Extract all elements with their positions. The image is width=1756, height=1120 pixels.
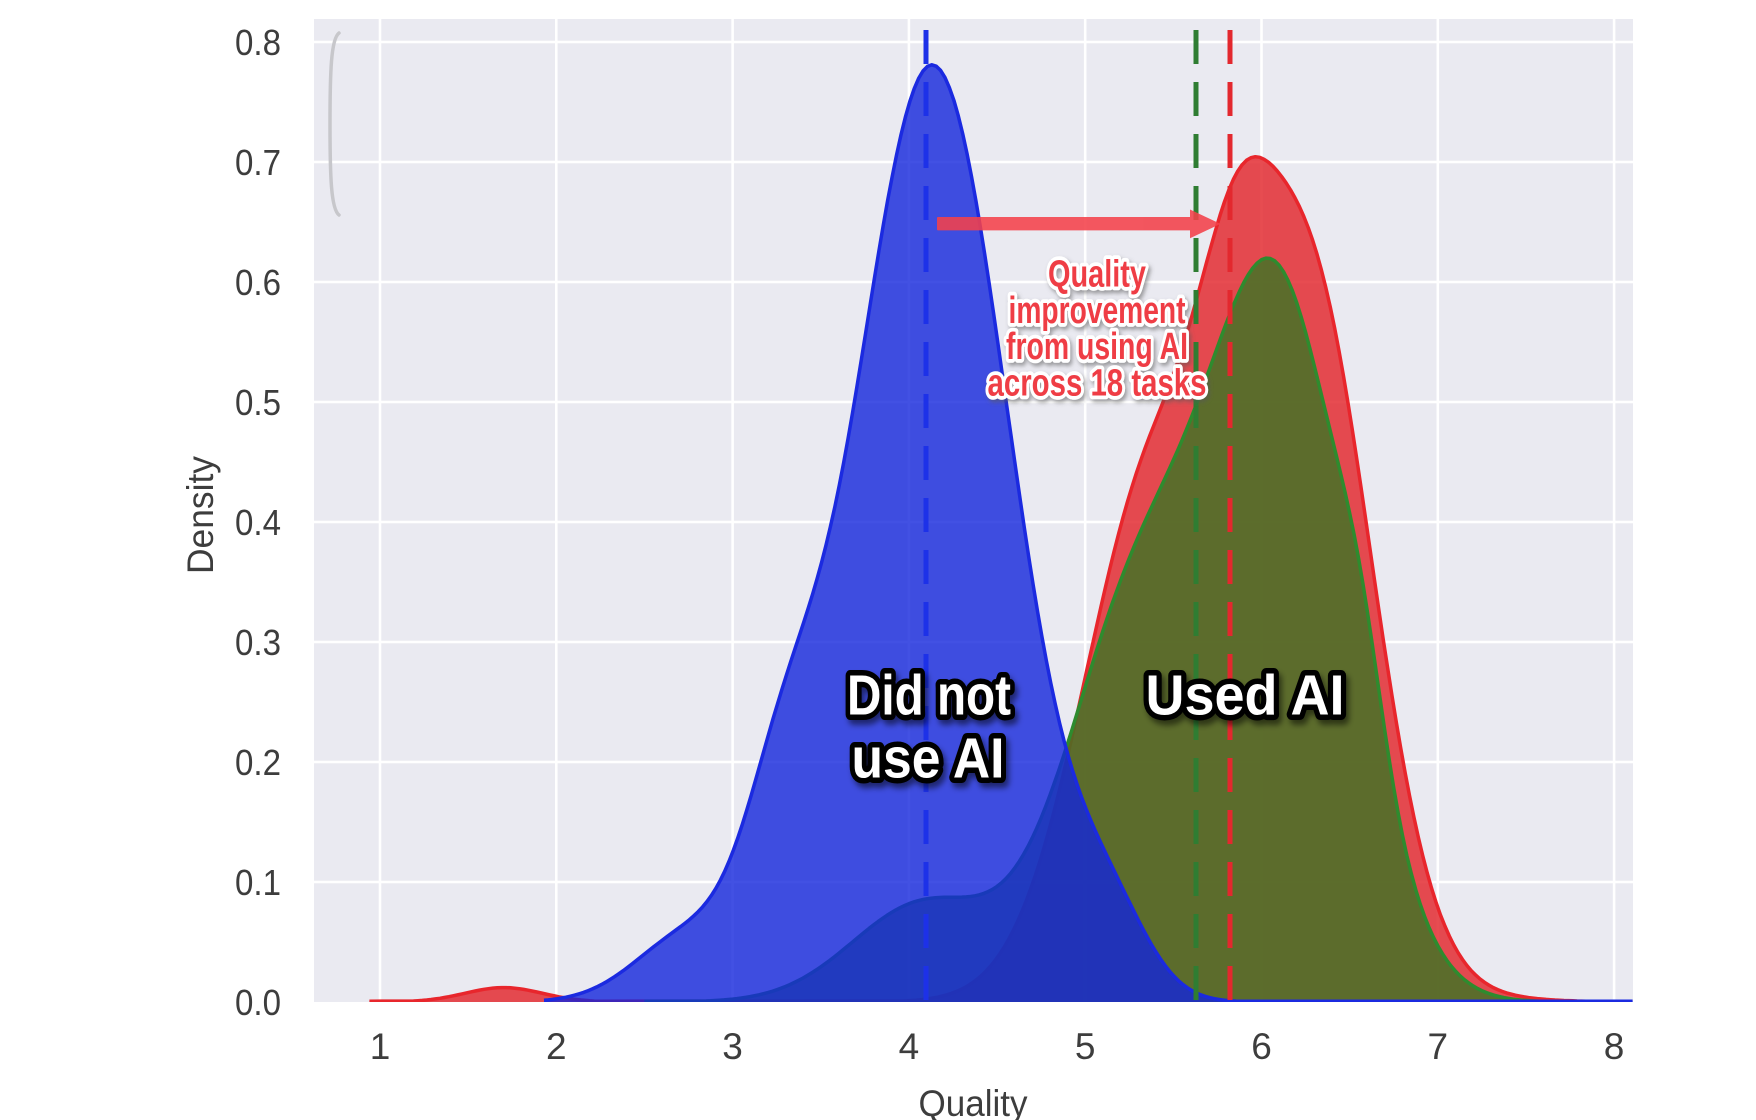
svg-text:Quality: Quality: [919, 1083, 1028, 1120]
svg-text:0.7: 0.7: [235, 142, 281, 183]
svg-text:from using AI: from using AI: [1006, 326, 1188, 368]
svg-text:0.2: 0.2: [235, 742, 281, 783]
svg-text:5: 5: [1075, 1026, 1096, 1067]
svg-text:Quality: Quality: [1048, 254, 1146, 296]
svg-text:0.8: 0.8: [235, 22, 281, 63]
svg-text:8: 8: [1604, 1026, 1625, 1067]
svg-text:1: 1: [370, 1026, 391, 1067]
svg-text:Used AI: Used AI: [1146, 664, 1345, 728]
svg-text:Density: Density: [180, 456, 221, 574]
svg-text:across 18 tasks: across 18 tasks: [988, 362, 1207, 404]
svg-text:6: 6: [1251, 1026, 1272, 1067]
svg-text:0.0: 0.0: [235, 982, 281, 1023]
svg-text:use AI: use AI: [852, 727, 1005, 791]
svg-text:0.5: 0.5: [235, 382, 281, 423]
svg-text:3: 3: [722, 1026, 743, 1067]
svg-text:0.1: 0.1: [235, 862, 281, 903]
svg-text:2: 2: [546, 1026, 567, 1067]
svg-text:0.4: 0.4: [235, 502, 281, 543]
svg-text:improvement: improvement: [1009, 290, 1186, 332]
svg-text:0.6: 0.6: [235, 262, 281, 303]
svg-text:0.3: 0.3: [235, 622, 281, 663]
svg-text:4: 4: [899, 1026, 920, 1067]
svg-text:7: 7: [1428, 1026, 1449, 1067]
svg-text:Did not: Did not: [847, 664, 1011, 728]
